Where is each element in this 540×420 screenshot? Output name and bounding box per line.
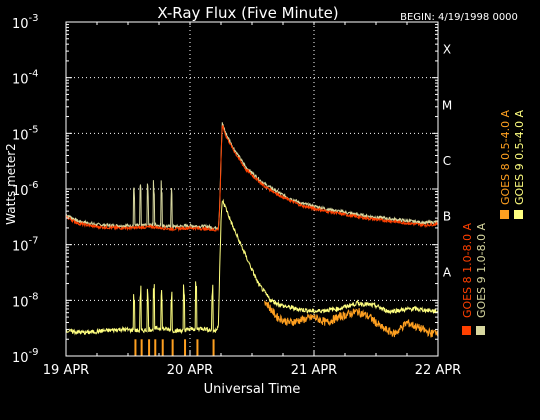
legend-label: GOES 9 1.0-8.0 A: [475, 222, 488, 318]
legend-swatch: [476, 326, 485, 335]
flare-class-labels: B C M X A: [442, 43, 452, 280]
y-axis-label-text: Watts meter: [4, 151, 18, 225]
y-tick-label-exponent: -6: [29, 180, 39, 191]
y-tick-label-exponent: -7: [29, 236, 39, 247]
x-tick-label: 21 APR: [291, 363, 337, 378]
legend-label: GOES 9 0.5-4.0 A: [513, 109, 526, 205]
y-tick-label: 10-3: [12, 13, 39, 32]
legend-item: GOES 9 0.5-4.0 A: [513, 109, 526, 219]
flare-class-label: C: [443, 154, 451, 168]
legend-item: GOES 8 0.5-4.0 A: [499, 109, 512, 219]
y-tick-label-base: 10: [12, 351, 29, 366]
y-tick-label-base: 10: [12, 295, 29, 310]
y-axis-label-exponent: 2: [4, 143, 18, 151]
series-layer: [65, 122, 439, 356]
y-tick-label-exponent: -9: [29, 347, 39, 358]
series-goes8-short: [263, 299, 439, 338]
legend: GOES 8 1.0-8.0 A GOES 9 1.0-8.0 A GOES 8 0…: [461, 109, 526, 335]
legend-swatch: [462, 326, 471, 335]
y-axis: 10-910-810-710-610-510-410-3: [12, 13, 438, 366]
flare-class-label: X: [443, 43, 451, 57]
x-axis-label: Universal Time: [204, 382, 301, 397]
legend-label: GOES 8 1.0-8.0 A: [461, 222, 474, 318]
y-tick-label: 10-9: [12, 347, 39, 366]
y-tick-label: 10-6: [12, 180, 39, 199]
y-tick-label-base: 10: [12, 128, 29, 143]
y-tick-label-base: 10: [12, 184, 29, 199]
y-tick-label-exponent: -5: [29, 124, 39, 135]
x-tick-label: 22 APR: [415, 363, 461, 378]
series-goes8-long: [65, 124, 439, 232]
flare-class-label: M: [442, 98, 452, 112]
y-tick-label: 10-4: [12, 69, 39, 88]
y-tick-label-base: 10: [12, 240, 29, 255]
y-tick-label-exponent: -3: [29, 13, 39, 24]
y-tick-label: 10-8: [12, 291, 39, 310]
series-goes9-short: [65, 198, 439, 336]
y-tick-label: 10-7: [12, 236, 39, 255]
y-tick-label-exponent: -8: [29, 291, 39, 302]
flare-class-label: B: [443, 210, 451, 224]
y-tick-label-base: 10: [12, 73, 29, 88]
legend-item: GOES 9 1.0-8.0 A: [475, 222, 488, 335]
legend-item: GOES 8 1.0-8.0 A: [461, 222, 474, 335]
begin-label: BEGIN: 4/19/1998 0000: [400, 12, 518, 23]
legend-label: GOES 8 0.5-4.0 A: [499, 109, 512, 205]
flare-class-label: A: [443, 265, 452, 279]
chart-title: X-Ray Flux (Five Minute): [157, 4, 338, 22]
x-tick-label: 19 APR: [43, 363, 89, 378]
x-tick-label: 20 APR: [167, 363, 213, 378]
legend-swatch: [500, 210, 509, 219]
y-tick-label-base: 10: [12, 17, 29, 32]
y-axis-label: Watts meter2: [4, 143, 18, 225]
y-tick-label: 10-5: [12, 124, 39, 143]
y-tick-label-exponent: -4: [29, 69, 39, 80]
x-axis: 19 APR 20 APR 21 APR 22 APR: [43, 22, 461, 378]
legend-swatch: [514, 210, 523, 219]
